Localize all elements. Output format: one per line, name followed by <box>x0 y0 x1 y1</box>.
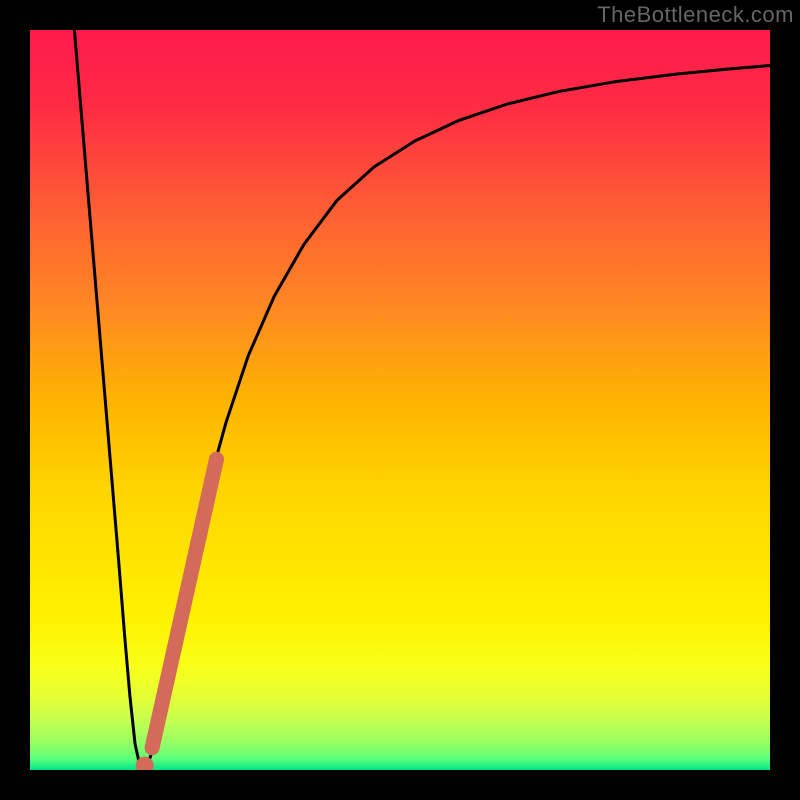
gradient-background <box>30 30 770 770</box>
plot-area <box>30 30 770 770</box>
watermark-text: TheBottleneck.com <box>597 2 794 28</box>
chart-frame <box>0 0 800 800</box>
chart-svg <box>30 30 770 770</box>
